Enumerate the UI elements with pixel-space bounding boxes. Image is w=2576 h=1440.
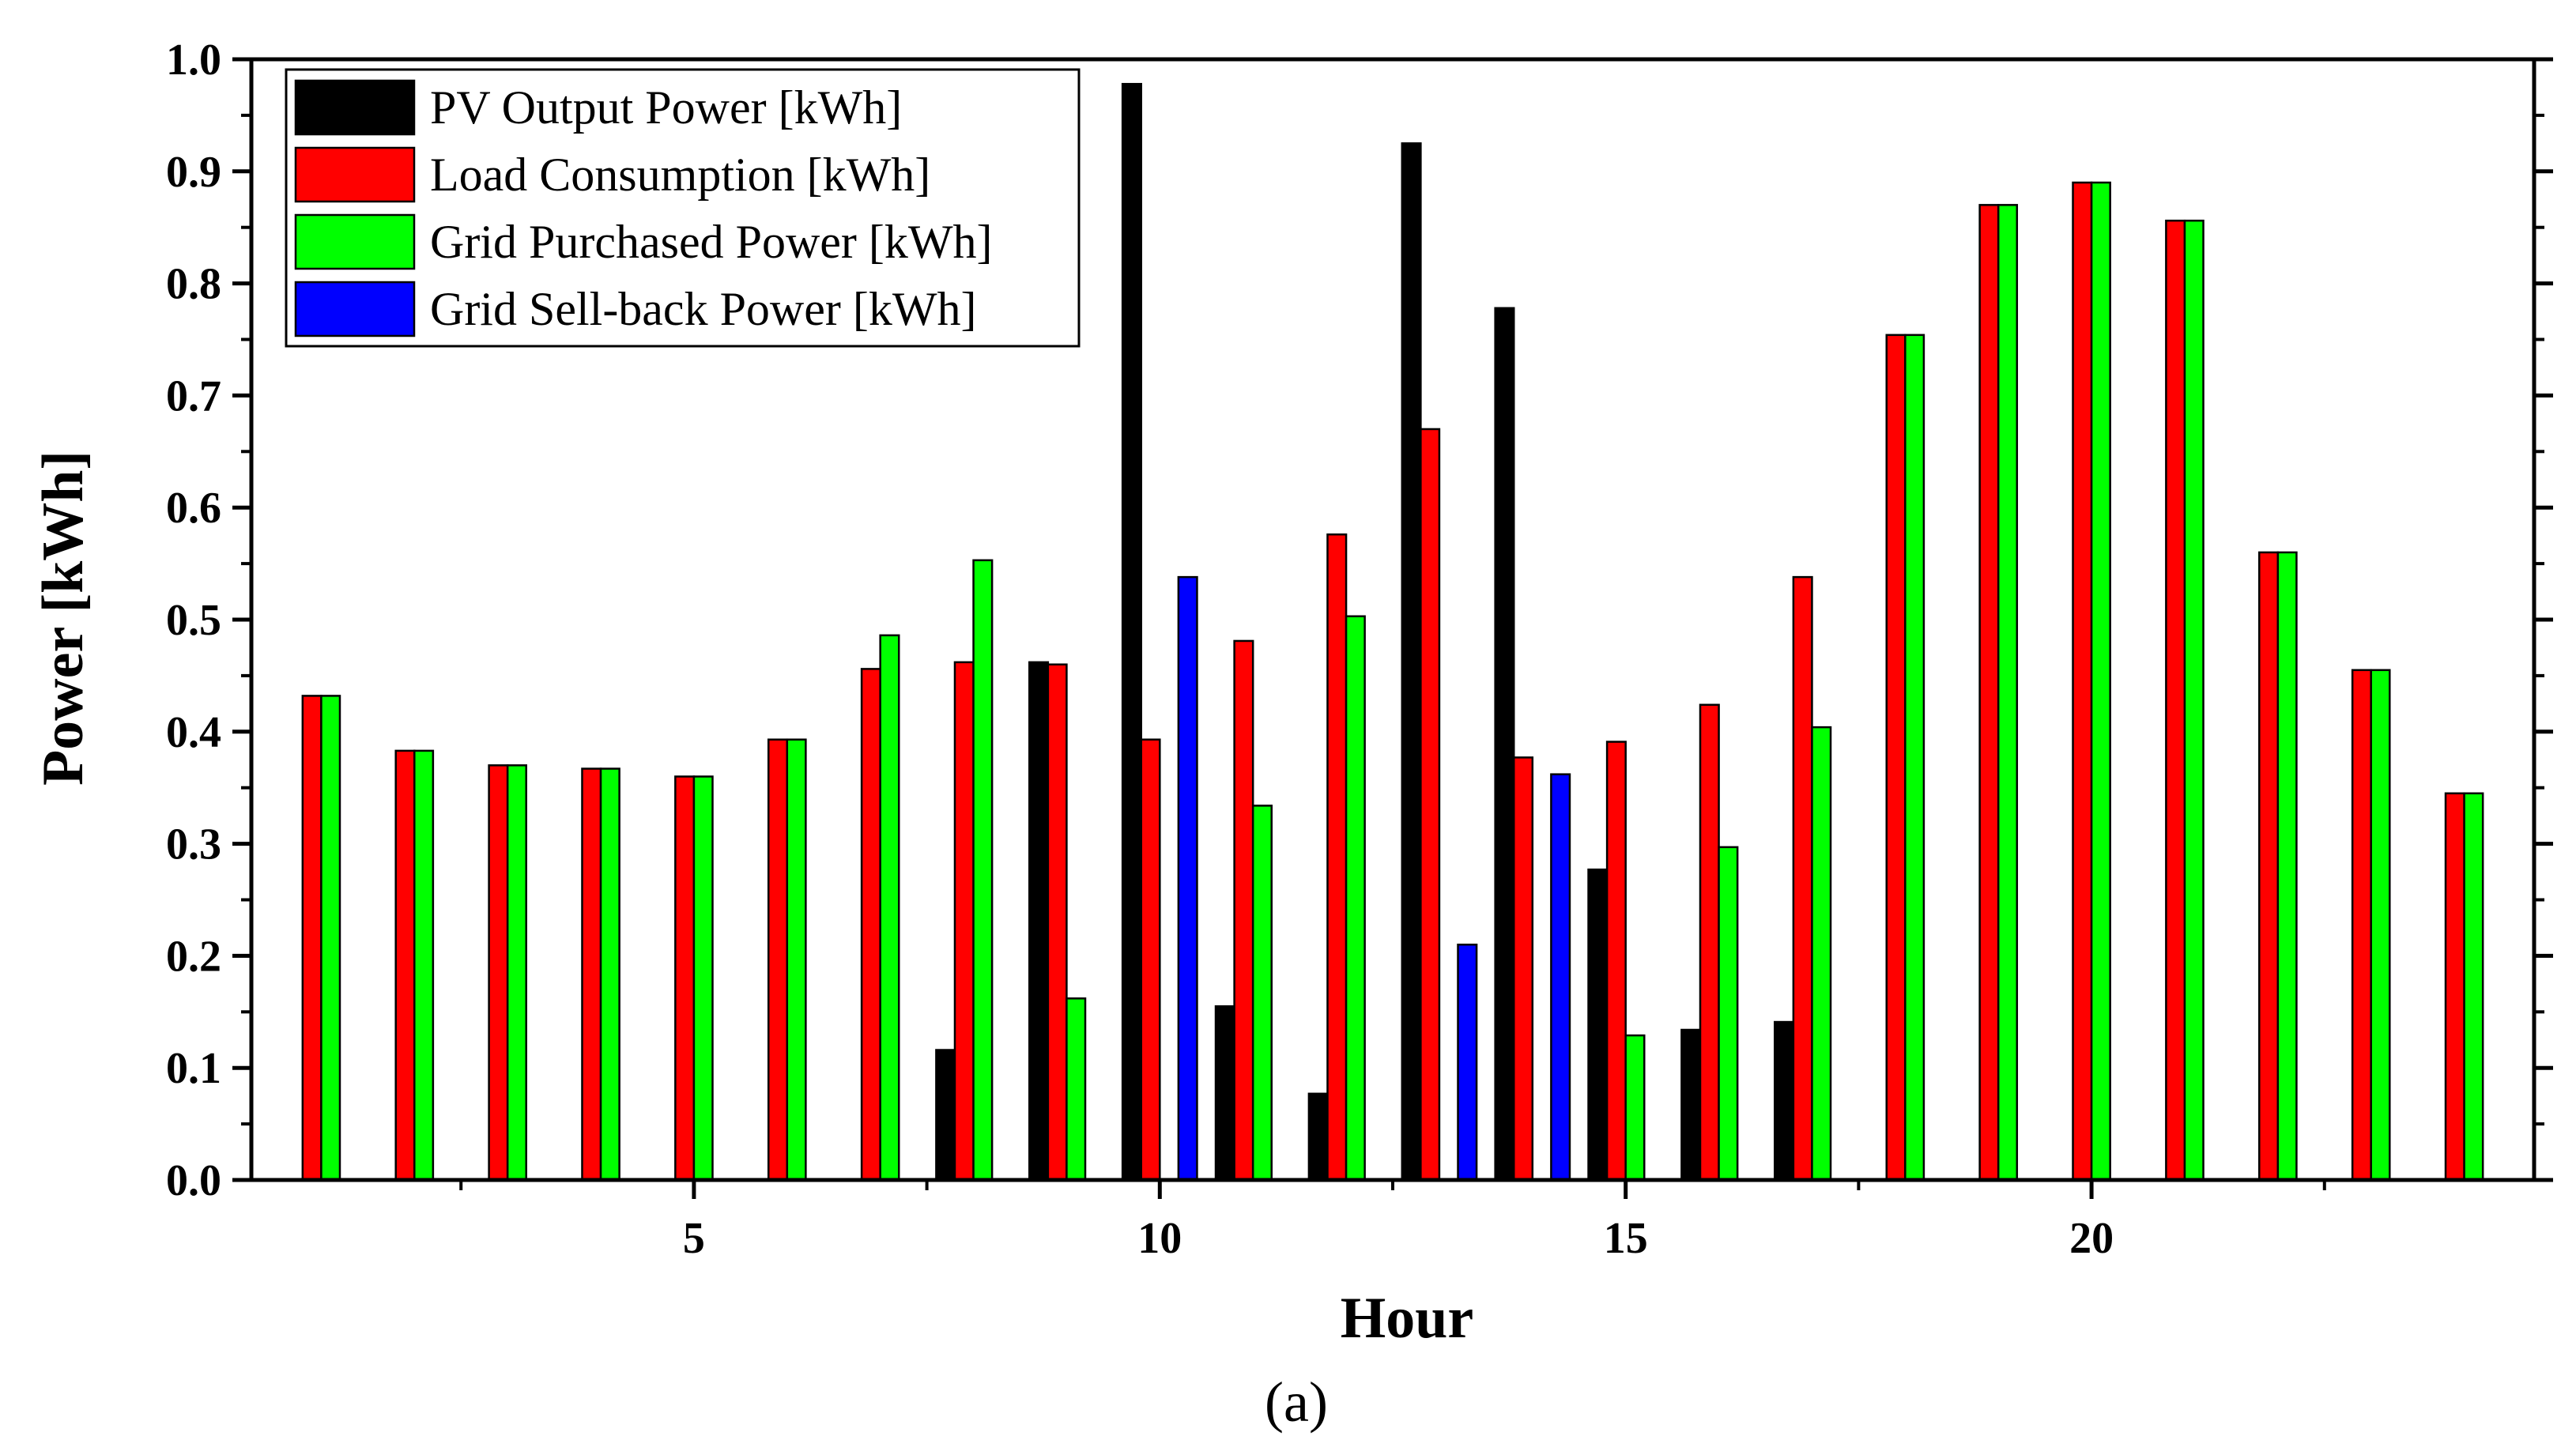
bar-1-hour-14	[1494, 307, 1515, 1182]
bar-2-hour-5	[674, 775, 696, 1182]
legend-swatch-4	[294, 281, 416, 337]
bar-1-hour-13	[1401, 142, 1422, 1182]
bar-3-hour-9	[1065, 997, 1087, 1182]
bar-2-hour-6	[767, 738, 789, 1182]
bar-3-hour-22	[2276, 551, 2298, 1182]
y-tick-label: 0.3	[166, 820, 221, 869]
x-tick-label: 20	[2069, 1214, 2114, 1263]
bar-2-hour-24	[2444, 792, 2465, 1182]
legend-swatch-2	[294, 146, 416, 203]
bar-3-hour-4	[599, 767, 620, 1182]
bar-1-hour-11	[1214, 1005, 1235, 1182]
bar-3-hour-11	[1251, 805, 1273, 1182]
bar-2-hour-3	[488, 764, 509, 1182]
bar-3-hour-7	[879, 634, 900, 1182]
y-tick-label: 0.8	[166, 260, 221, 309]
bar-3-hour-17	[1811, 726, 1832, 1182]
x-tick-label: 5	[683, 1214, 705, 1263]
bar-3-hour-1	[320, 695, 341, 1182]
bar-2-hour-1	[301, 695, 322, 1182]
bar-2-hour-13	[1420, 428, 1441, 1182]
y-tick-label: 1.0	[166, 36, 221, 85]
bar-2-hour-16	[1699, 703, 1720, 1182]
y-tick-label: 0.7	[166, 371, 221, 420]
bar-2-hour-8	[953, 661, 975, 1182]
bar-4-hour-13	[1457, 943, 1478, 1182]
y-tick-label: 0.6	[166, 484, 221, 533]
bar-2-hour-20	[2072, 181, 2093, 1182]
y-axis: 0.0 0.1 0.2 0.3 0.4 0.5 0.6 0.7 0.8 0.9 1.0	[166, 36, 2553, 1205]
y-tick-label: 0.0	[166, 1156, 221, 1205]
bar-2-hour-10	[1140, 738, 1161, 1182]
legend-box	[285, 68, 1081, 348]
bar-2-hour-22	[2258, 551, 2280, 1182]
bar-3-hour-5	[692, 775, 714, 1182]
bar-2-hour-18	[1885, 334, 1907, 1182]
bar-3-hour-19	[1997, 204, 2019, 1182]
x-tick-label: 10	[1137, 1214, 1182, 1263]
bar-2-hour-7	[860, 668, 881, 1182]
y-tick-label: 0.1	[166, 1044, 221, 1093]
bar-3-hour-8	[972, 559, 994, 1182]
bar-1-hour-16	[1680, 1028, 1702, 1182]
bar-3-hour-3	[506, 764, 527, 1182]
legend-label-2: Load Consumption [kWh]	[430, 149, 930, 201]
bar-3-hour-23	[2370, 669, 2391, 1182]
bar-3-hour-2	[413, 749, 435, 1182]
bar-1-hour-17	[1774, 1020, 1795, 1182]
y-tick-label: 0.4	[166, 708, 221, 757]
legend-label-1: PV Output Power [kWh]	[430, 81, 902, 134]
y-tick-label: 0.9	[166, 148, 221, 197]
bar-2-hour-17	[1792, 575, 1813, 1182]
bar-1-hour-15	[1587, 868, 1609, 1182]
bar-2-hour-12	[1326, 533, 1348, 1182]
x-axis: 5 10 15 20	[459, 1180, 2326, 1263]
bar-1-hour-10	[1121, 82, 1142, 1182]
legend-label-3: Grid Purchased Power [kWh]	[430, 216, 992, 268]
bar-3-hour-15	[1624, 1034, 1646, 1182]
legend-swatch-1	[294, 79, 416, 136]
bar-2-hour-9	[1047, 663, 1068, 1182]
bar-1-hour-8	[935, 1049, 956, 1182]
bar-2-hour-14	[1512, 756, 1534, 1182]
x-tick-label: 15	[1604, 1214, 1648, 1263]
y-tick-label: 0.2	[166, 932, 221, 981]
bar-2-hour-2	[394, 749, 416, 1182]
legend-swatch-3	[294, 213, 416, 270]
bar-2-hour-4	[581, 767, 602, 1182]
bar-2-hour-23	[2351, 669, 2372, 1182]
bar-3-hour-12	[1345, 615, 1366, 1182]
bar-3-hour-18	[1904, 334, 1925, 1182]
bar-3-hour-16	[1718, 846, 1739, 1182]
bar-2-hour-19	[1978, 204, 2000, 1182]
y-tick-label: 0.5	[166, 596, 221, 645]
bar-3-hour-21	[2183, 219, 2204, 1182]
bar-4-hour-14	[1550, 773, 1571, 1182]
bar-1-hour-9	[1028, 661, 1050, 1182]
bar-3-hour-24	[2463, 792, 2484, 1182]
figure-caption: (a)	[1265, 1370, 1328, 1434]
bar-3-hour-20	[2090, 181, 2111, 1182]
x-axis-title: Hour	[1341, 1286, 1474, 1351]
bar-4-hour-10	[1177, 575, 1198, 1182]
bar-2-hour-11	[1233, 639, 1254, 1182]
bar-1-hour-12	[1307, 1092, 1329, 1182]
bar-3-hour-6	[786, 738, 807, 1182]
bar-2-hour-21	[2165, 219, 2186, 1182]
legend: PV Output Power [kWh] Load Consumption [k…	[285, 68, 1081, 348]
bar-2-hour-15	[1605, 741, 1627, 1182]
legend-label-4: Grid Sell-back Power [kWh]	[430, 283, 976, 335]
y-axis-title: Power [kWh]	[31, 450, 96, 786]
